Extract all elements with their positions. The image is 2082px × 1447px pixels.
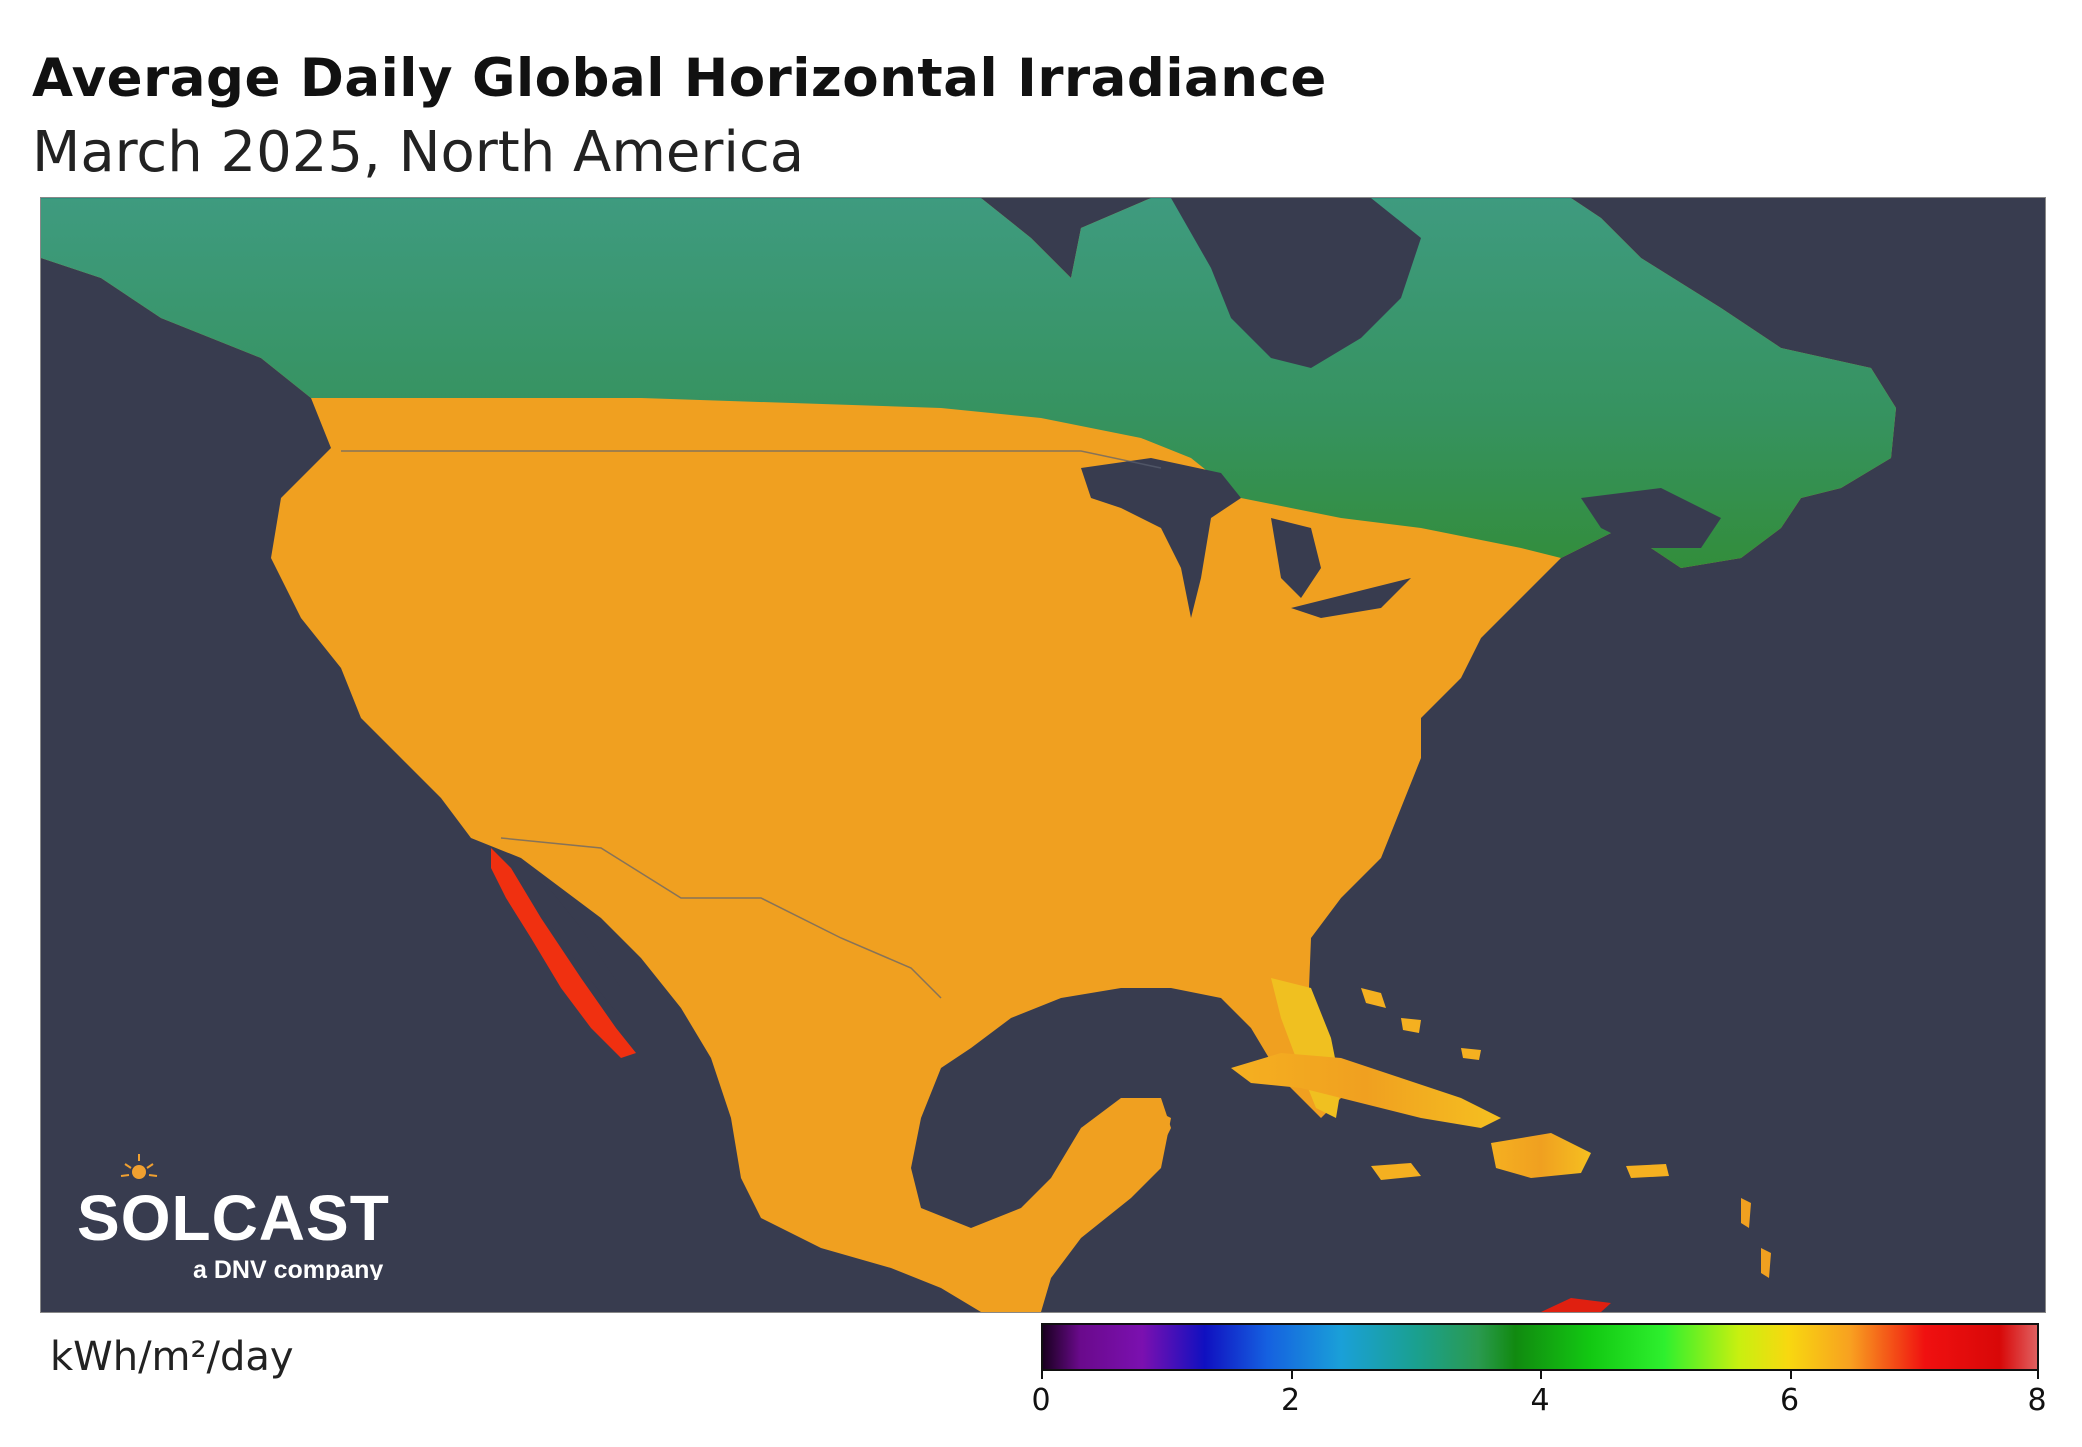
legend-tick-label: 8 xyxy=(2027,1383,2047,1418)
legend-tick-label: 4 xyxy=(1530,1383,1550,1418)
logo-wordmark: SOLCAST xyxy=(77,1182,390,1254)
solcast-logo: SOLCAST a DNV company xyxy=(75,1150,415,1284)
chart-title: Average Daily Global Horizontal Irradian… xyxy=(32,48,1327,109)
gulf-of-california xyxy=(516,858,641,1028)
legend-tick-mark xyxy=(1789,1371,1792,1379)
map-canvas xyxy=(41,198,1896,1312)
logo-tagline: a DNV company xyxy=(193,1256,383,1280)
yucatan xyxy=(1081,1098,1171,1178)
us-mexico-border xyxy=(500,837,942,999)
south-america-edge xyxy=(1541,1298,1611,1312)
jamaica xyxy=(1371,1163,1421,1180)
hudson-bay xyxy=(1171,198,1421,368)
legend-tick-label: 0 xyxy=(1031,1383,1051,1418)
hispaniola xyxy=(1491,1133,1591,1178)
legend-colorbar xyxy=(1041,1323,2039,1371)
lesser-antilles xyxy=(1741,1198,1771,1278)
legend-ticks: 0 2 4 6 8 xyxy=(1031,1371,2047,1431)
sun-icon xyxy=(120,1154,158,1179)
solcast-logo-graphic: SOLCAST a DNV company xyxy=(77,1154,390,1284)
legend-tick-mark xyxy=(1540,1371,1542,1379)
legend-tick-mark xyxy=(2037,1371,2039,1379)
gulf-of-st-lawrence xyxy=(1581,488,1721,548)
bahamas xyxy=(1361,988,1481,1060)
great-lakes xyxy=(1081,458,1411,618)
canada-us-border xyxy=(341,450,1162,469)
legend-tick-label: 6 xyxy=(1779,1383,1800,1418)
cuba xyxy=(1231,1053,1501,1128)
baja-california xyxy=(491,848,636,1058)
legend-tick-mark xyxy=(1041,1371,1043,1379)
legend-unit-label: kWh/m²/day xyxy=(50,1334,294,1380)
legend-tick-label: 2 xyxy=(1280,1383,1301,1418)
puerto-rico xyxy=(1626,1164,1669,1178)
irradiance-map xyxy=(40,197,2046,1313)
canada-region xyxy=(41,198,1896,568)
chart-subtitle: March 2025, North America xyxy=(32,120,805,185)
legend-tick-mark xyxy=(1290,1371,1293,1379)
